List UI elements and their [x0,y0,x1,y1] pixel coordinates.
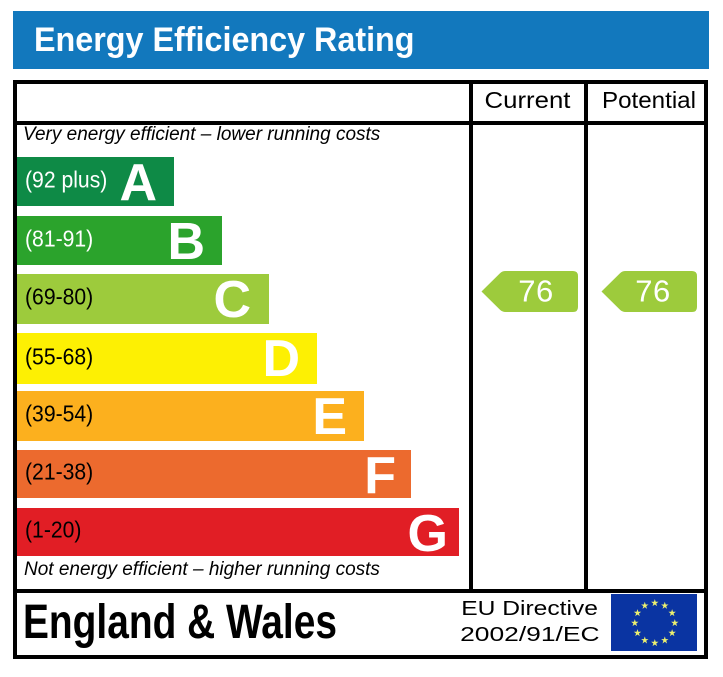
svg-text:76: 76 [635,274,670,309]
svg-text:76: 76 [518,274,553,309]
